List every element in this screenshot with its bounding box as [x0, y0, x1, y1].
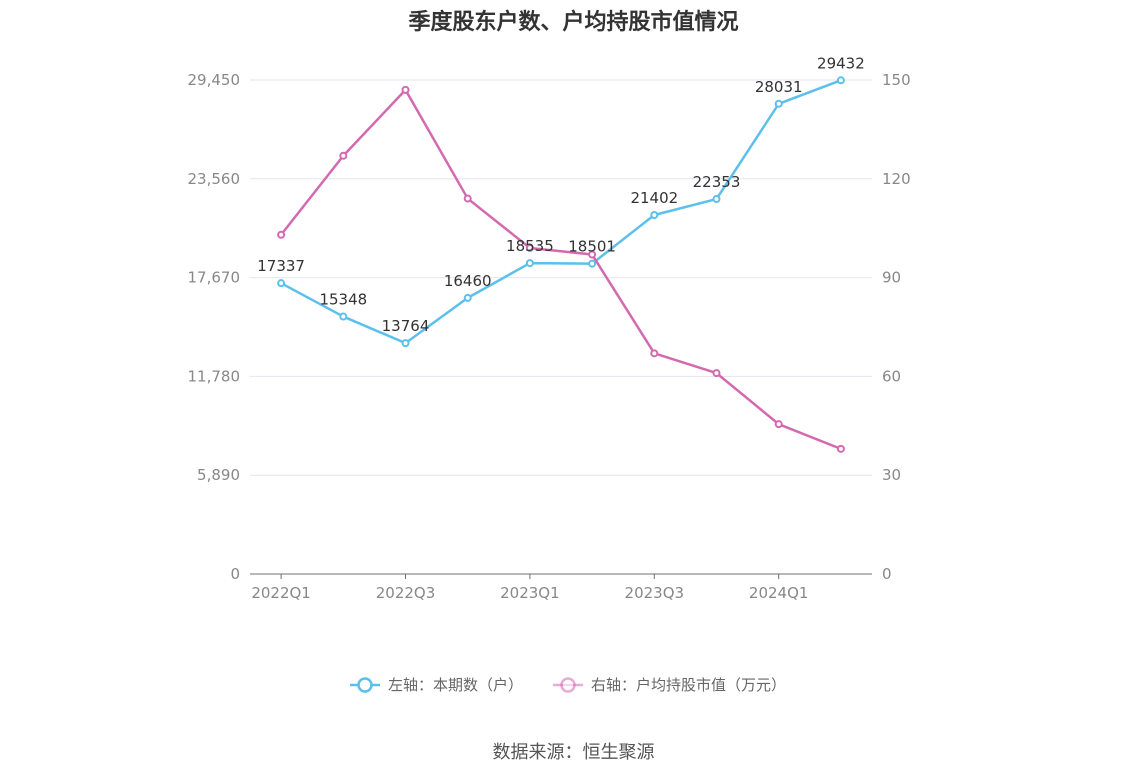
x-axis-tick-label: 2023Q3 [625, 584, 685, 602]
data-points [277, 76, 845, 453]
data-point [712, 369, 721, 378]
data-point [588, 250, 597, 259]
data-point [339, 312, 348, 321]
legend-label-0: 左轴：本期数（户） [388, 676, 523, 694]
right-axis-tick-label: 90 [882, 269, 901, 287]
series-line-1 [280, 88, 842, 451]
data-point [401, 85, 410, 94]
data-point [525, 259, 534, 268]
data-label: 18501 [568, 238, 616, 256]
right-axis-tick-label: 60 [882, 367, 901, 385]
data-point [588, 259, 597, 268]
right-axis-tick-label: 150 [882, 71, 911, 89]
legend-marker-0 [357, 677, 373, 693]
data-label: 28031 [755, 78, 803, 96]
series-line-0 [280, 79, 842, 345]
data-point [774, 99, 783, 108]
grid-lines [250, 79, 872, 476]
left-axis-tick-label: 5,890 [197, 466, 240, 484]
legend: 左轴：本期数（户） 右轴：户均持股市值（万元） [350, 676, 786, 694]
data-label: 15348 [319, 291, 367, 309]
right-axis-tick-label: 30 [882, 466, 901, 484]
right-axis-tick-label: 120 [882, 170, 911, 188]
left-axis-tick-label: 0 [230, 565, 240, 583]
data-labels: 17337 15348 13764 16460 18535 18501 21402 22353… [257, 54, 865, 335]
data-label: 22353 [693, 173, 741, 191]
source-note: 数据来源：恒生聚源 [492, 742, 655, 763]
data-point [277, 279, 286, 288]
chart-title: 季度股东户数、户均持股市值情况 [408, 10, 739, 35]
data-label: 21402 [630, 189, 678, 207]
axes: 0 0 5,890 30 11,780 60 17,670 90 23,560 120 29,450… [188, 71, 911, 602]
left-axis-tick-label: 29,450 [188, 71, 241, 89]
x-axis-tick-label: 2022Q3 [376, 584, 436, 602]
x-axis-tick-label: 2024Q1 [749, 584, 809, 602]
data-point [650, 210, 659, 219]
left-axis-tick-label: 11,780 [188, 367, 241, 385]
left-axis-tick-label: 17,670 [188, 269, 241, 287]
data-label: 17337 [257, 257, 305, 275]
data-point [463, 293, 472, 302]
data-point [525, 243, 534, 252]
data-label: 13764 [382, 317, 430, 335]
left-axis-tick-label: 23,560 [188, 170, 241, 188]
data-point [836, 444, 845, 453]
data-label: 18535 [506, 237, 554, 255]
series-lines [280, 79, 842, 451]
data-label: 29432 [817, 54, 865, 72]
data-label: 16460 [444, 272, 492, 290]
data-point [463, 194, 472, 203]
legend-marker-1 [560, 677, 576, 693]
data-point [277, 230, 286, 239]
legend-label-1: 右轴：户均持股市值（万元） [591, 676, 786, 694]
data-point [339, 151, 348, 160]
x-axis-tick-label: 2023Q1 [500, 584, 560, 602]
data-point [401, 339, 410, 348]
x-axis-tick-label: 2022Q1 [251, 584, 311, 602]
data-point [650, 349, 659, 358]
right-axis-tick-label: 0 [882, 565, 892, 583]
data-point [836, 76, 845, 85]
data-point [774, 420, 783, 429]
data-point [712, 195, 721, 204]
